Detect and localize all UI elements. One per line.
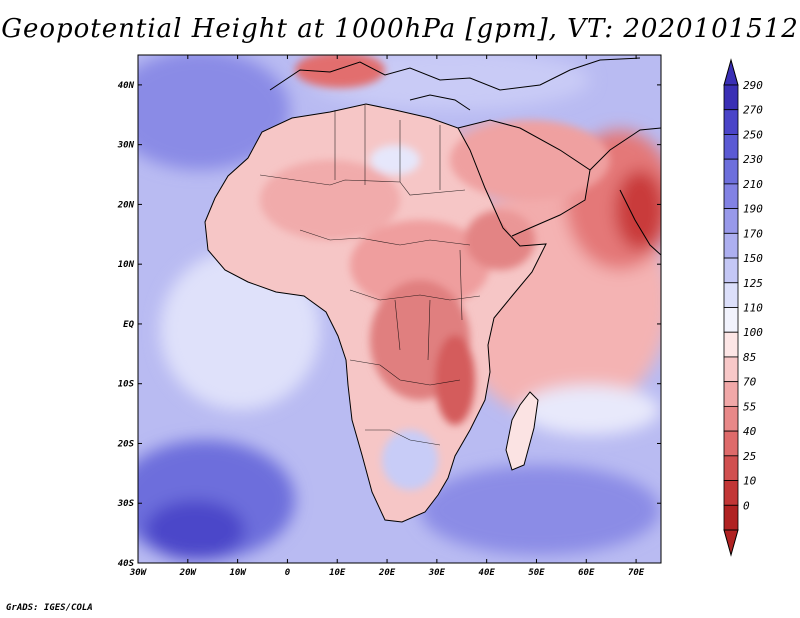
colorbar-label: 25 <box>743 450 756 463</box>
colorbar-segment <box>723 208 739 234</box>
colorbar-label: 270 <box>743 104 763 117</box>
europe-low <box>295 55 385 88</box>
colorbar-segment <box>723 455 739 481</box>
lon-label: 30E <box>428 568 446 578</box>
colorbar-segment <box>723 381 739 407</box>
colorbar-segment <box>723 307 739 333</box>
colorbar-segment <box>723 109 739 135</box>
lat-label: 40N <box>118 81 135 91</box>
border-south2 <box>365 429 441 446</box>
lat-label: 10S <box>118 380 135 390</box>
lon-label: 10E <box>329 568 346 578</box>
lon-label: 70E <box>628 568 645 578</box>
lon-label: 30W <box>129 568 148 578</box>
colorbar-segment <box>723 356 739 383</box>
arabia-land <box>458 120 590 236</box>
lon-label: 50E <box>528 568 545 578</box>
india-coast <box>619 189 661 256</box>
colorbar-segment <box>723 282 739 308</box>
colorbar-label: 55 <box>743 400 756 413</box>
turkey-coast <box>409 94 471 111</box>
lat-label: 20S <box>117 439 135 449</box>
colorbar-label: 210 <box>743 178 763 191</box>
border-vertical <box>394 249 463 361</box>
lon-label: 0 <box>285 568 291 578</box>
lon-label: 20E <box>378 568 396 578</box>
lon-label: 20W <box>179 568 198 578</box>
south-africa-ridge <box>382 430 438 490</box>
lat-label: 10N <box>118 260 135 270</box>
colorbar-label: 290 <box>743 79 763 92</box>
colorbar-label: 100 <box>743 326 763 339</box>
lat-label: 20N <box>117 200 135 210</box>
border-north <box>334 105 441 190</box>
rift-low <box>435 335 475 425</box>
colorbar-segment <box>723 183 739 210</box>
lat-label: 30N <box>117 141 135 151</box>
lon-label: 10W <box>229 568 247 578</box>
colorbar-segment <box>723 232 739 259</box>
lat-label: 40S <box>118 559 135 569</box>
colorbar-segment <box>723 430 739 457</box>
country-borders <box>259 105 481 446</box>
border-equator <box>349 289 481 301</box>
lon-label: 40E <box>479 568 496 578</box>
colorbar-label: 10 <box>743 475 757 488</box>
indian-ridge <box>520 385 660 435</box>
colorbar-label: 85 <box>743 351 756 364</box>
map-frame <box>137 54 662 564</box>
colorbar-label: 70 <box>743 376 757 389</box>
chart-title: Geopotential Height at 1000hPa [gpm], VT… <box>1 14 799 44</box>
border-central <box>299 229 471 246</box>
madagascar-coast <box>505 391 539 471</box>
colorbar-label: 170 <box>743 227 763 240</box>
india-low-core <box>615 170 661 250</box>
colorbar-segment <box>723 257 739 284</box>
colorbar-label: 250 <box>743 128 763 141</box>
latitude-axis: 40N 30N 20N 10N EQ 10S 20S 30S 40S <box>117 81 661 569</box>
colorbar: 2902702502302101901701501251101008570554… <box>723 58 763 557</box>
sahara-low <box>260 160 400 240</box>
colorbar-label: 230 <box>743 153 763 166</box>
lon-label: 60E <box>578 568 595 578</box>
colorbar-segment <box>723 84 739 111</box>
colorbar-label: 110 <box>743 302 763 315</box>
colorbar-bottom-arrow <box>723 529 739 557</box>
colorbar-label: 0 <box>743 499 750 512</box>
colorbar-segment <box>723 504 739 531</box>
coastlines <box>204 57 661 523</box>
iran-coast <box>589 127 661 171</box>
south-atlantic-core <box>145 500 245 560</box>
north-atlantic-high <box>138 55 290 170</box>
europe-coast <box>269 57 641 91</box>
colorbar-segment <box>723 480 739 506</box>
colorbar-top-arrow <box>723 58 739 86</box>
colorbar-segment <box>723 405 739 432</box>
colorbar-label: 190 <box>743 203 763 216</box>
libya-ridge <box>370 145 420 175</box>
madagascar <box>506 392 538 470</box>
colorbar-segment <box>723 158 739 185</box>
colorbar-label: 40 <box>743 425 757 438</box>
colorbar-segment <box>723 134 739 160</box>
colorbar-label: 150 <box>743 252 763 265</box>
south-indian-high <box>420 465 660 555</box>
lat-label: 30S <box>117 499 135 509</box>
colorbar-segment <box>723 331 739 358</box>
border-south <box>349 359 461 386</box>
longitude-axis: 30W 20W 10W 0 10E 20E 30E 40E 50E 60E 70E <box>129 55 645 578</box>
height-field <box>138 55 661 563</box>
border-sahel <box>259 174 466 196</box>
africa-coast <box>204 103 547 523</box>
footer-credit: GrADS: IGES/COLA <box>6 603 93 613</box>
colorbar-label: 125 <box>743 277 763 290</box>
lat-label: EQ <box>123 320 134 330</box>
